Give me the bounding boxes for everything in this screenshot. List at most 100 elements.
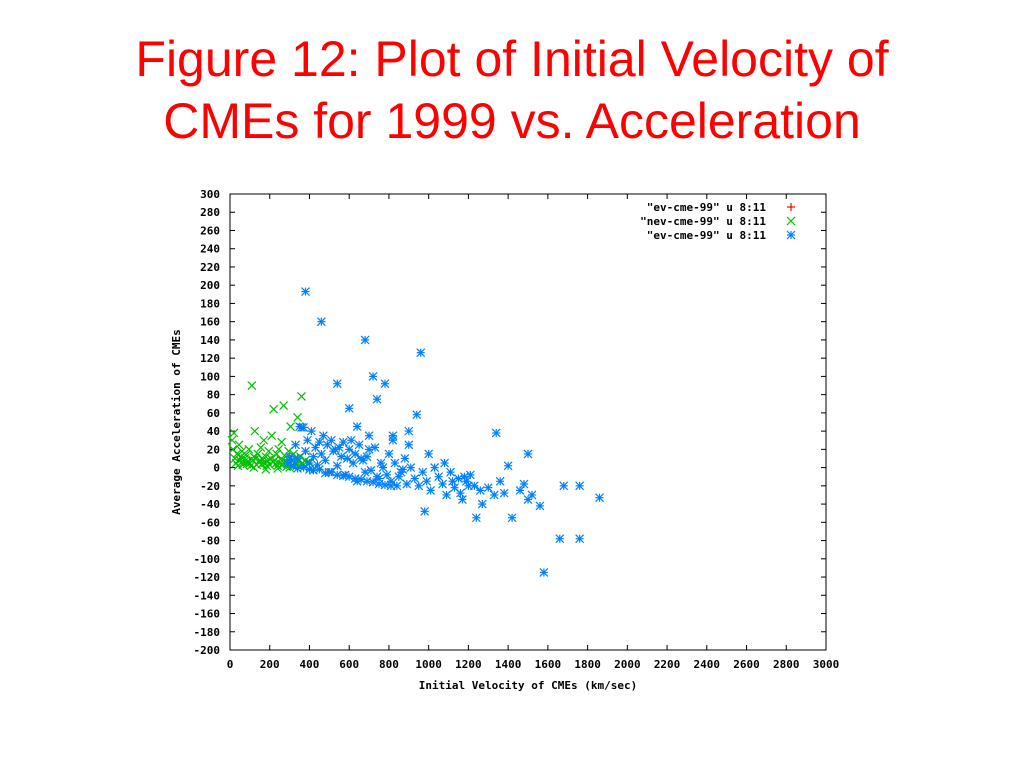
data-point-series-2	[519, 479, 529, 489]
data-point-series-2	[450, 483, 459, 493]
data-point-series-1	[244, 444, 254, 454]
data-point-series-2	[535, 501, 545, 511]
data-point-series-2	[344, 444, 354, 454]
data-point-series-2	[332, 379, 342, 389]
data-point-series-2	[338, 437, 348, 447]
data-point-series-2	[380, 379, 390, 389]
data-point-series-2	[390, 458, 400, 468]
slide-title-line-2: CMEs for 1999 vs. Acceleration	[163, 93, 861, 149]
data-point-series-2	[539, 568, 549, 577]
data-point-series-2	[291, 440, 300, 450]
data-point-series-1	[234, 440, 244, 450]
data-point-series-2	[507, 513, 517, 523]
data-point-series-1	[284, 446, 294, 456]
data-point-series-2	[360, 335, 370, 345]
y-tick-label: -160	[194, 608, 221, 621]
data-point-series-1	[261, 464, 271, 474]
legend-label-series-2: "ev-cme-99" u 8:11	[647, 229, 767, 242]
data-point-series-2	[400, 454, 410, 463]
y-tick-label: 0	[213, 462, 220, 475]
data-point-series-2	[368, 477, 378, 487]
y-tick-label: 200	[200, 279, 220, 292]
x-tick-label: 200	[260, 658, 280, 671]
x-tick-label: 2200	[654, 658, 681, 671]
data-point-series-1	[264, 446, 274, 456]
data-point-series-2	[495, 476, 505, 486]
data-point-series-1	[279, 401, 289, 411]
data-point-series-2	[412, 410, 422, 420]
data-point-series-1	[293, 413, 302, 422]
y-axis-label: Average Acceleration of CMEs	[170, 329, 183, 514]
slide-title-line-1: Figure 12: Plot of Initial Velocity of	[135, 31, 889, 87]
data-point-series-2	[523, 449, 533, 459]
data-point-series-2	[305, 464, 314, 474]
data-point-series-2	[312, 460, 322, 470]
data-point-series-2	[575, 534, 585, 544]
data-point-series-2	[471, 513, 481, 523]
data-point-series-2	[356, 475, 366, 484]
data-point-series-2	[420, 506, 430, 516]
data-point-series-2	[283, 459, 293, 469]
data-point-series-2	[559, 481, 569, 491]
x-axis-label: Initial Velocity of CMEs (km/sec)	[419, 679, 638, 692]
y-tick-label: 120	[200, 352, 220, 365]
data-point-series-1	[241, 450, 251, 460]
data-point-series-2	[555, 534, 565, 544]
data-point-series-2	[402, 479, 412, 489]
data-point-series-2	[309, 452, 318, 462]
data-point-series-2	[299, 423, 308, 432]
data-point-series-2	[303, 435, 312, 445]
data-point-series-2	[344, 403, 354, 413]
data-point-series-2	[416, 348, 426, 358]
data-point-series-2	[305, 458, 314, 468]
legend-marker-series-1	[786, 216, 796, 226]
y-tick-label: 280	[200, 206, 220, 219]
x-tick-label: 1200	[455, 658, 482, 671]
y-tick-label: 40	[207, 425, 220, 438]
data-point-series-2	[418, 467, 428, 477]
data-point-series-1	[273, 464, 283, 473]
data-point-series-2	[414, 481, 424, 491]
y-tick-label: -180	[194, 626, 221, 639]
data-point-series-2	[426, 485, 436, 495]
data-point-series-2	[398, 464, 408, 474]
data-point-series-1	[229, 428, 239, 438]
data-point-series-2	[307, 426, 316, 436]
y-tick-label: -40	[200, 498, 220, 511]
y-tick-label: 60	[207, 407, 220, 420]
data-point-series-2	[454, 474, 463, 483]
data-point-series-2	[311, 443, 320, 452]
y-tick-label: 140	[200, 334, 220, 347]
legend-label-series-1: "nev-cme-99" u 8:11	[640, 215, 766, 228]
x-tick-label: 600	[339, 658, 359, 671]
data-point-series-2	[434, 472, 444, 482]
data-point-series-2	[430, 463, 440, 473]
legend-marker-series-0	[787, 203, 795, 211]
x-tick-label: 2000	[614, 658, 641, 671]
data-point-series-2	[372, 394, 382, 404]
data-point-series-2	[394, 472, 404, 482]
y-tick-label: 100	[200, 370, 220, 383]
plot-frame	[229, 193, 827, 651]
data-point-series-2	[301, 287, 310, 297]
data-point-series-2	[469, 481, 479, 491]
data-point-series-2	[346, 435, 356, 445]
y-tick-label: 260	[200, 224, 220, 237]
data-point-series-2	[370, 443, 380, 452]
data-point-series-1	[247, 381, 257, 390]
x-tick-label: 2800	[773, 658, 800, 671]
data-point-series-2	[362, 452, 372, 462]
y-tick-label: -200	[194, 644, 221, 657]
data-point-series-2	[336, 452, 346, 462]
data-point-series-2	[364, 431, 374, 441]
data-point-series-2	[388, 435, 398, 445]
y-tick-label: 240	[200, 243, 220, 256]
x-tick-label: 3000	[813, 658, 840, 671]
data-point-series-2	[301, 446, 310, 456]
data-point-series-1	[250, 426, 260, 436]
data-point-series-2	[299, 463, 308, 473]
y-tick-label: -140	[194, 589, 221, 602]
y-tick-label: 20	[207, 443, 220, 456]
slide-title: Figure 12: Plot of Initial Velocity of C…	[0, 28, 1024, 152]
